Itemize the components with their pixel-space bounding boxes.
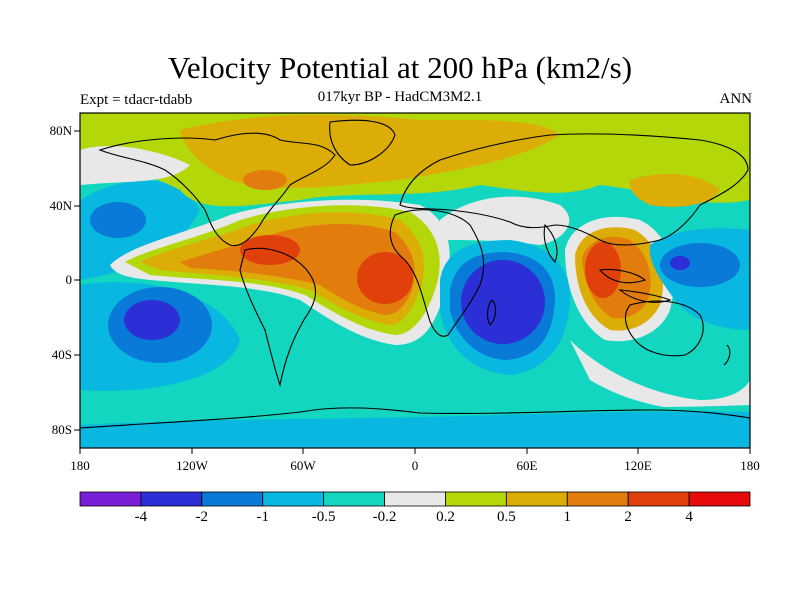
maritime-continent-outline	[598, 268, 672, 303]
colorbar-tick-label: 1	[563, 509, 572, 525]
colorbar-swatch	[262, 491, 325, 507]
north-america-outline	[98, 132, 336, 247]
contour-region	[180, 114, 560, 188]
contour-region	[570, 340, 750, 412]
contour-region	[80, 411, 750, 448]
contour-region	[80, 145, 190, 185]
colorbar-swatch	[323, 491, 385, 507]
colorbar-tick-label: -0.5	[311, 509, 336, 525]
lat-label: 40N	[49, 198, 72, 213]
contour-region	[124, 300, 180, 340]
colorbar-tick-label: 0.5	[496, 509, 516, 525]
colorbar-tick-label: 2	[624, 509, 632, 525]
colorbar-tick-label: 0.2	[436, 509, 455, 525]
contour-field	[80, 113, 750, 448]
colorbar-swatch	[627, 491, 690, 507]
australia-outline	[624, 300, 704, 357]
map-subtitle: 017kyr BP - HadCM3M2.1	[317, 89, 483, 105]
lon-label: 60E	[516, 458, 538, 473]
colorbar-tick-label: -0.2	[372, 509, 397, 525]
colorbar-tick-label: -1	[256, 509, 269, 525]
new-zealand-outline	[723, 344, 731, 366]
lat-label: 80N	[49, 123, 72, 138]
colorbar-swatch	[201, 491, 264, 507]
greenland-outline	[329, 119, 396, 166]
map-title: Velocity Potential at 200 hPa (km2/s)	[167, 50, 633, 85]
colorbar-tick-label: 4	[685, 509, 693, 525]
contour-region	[670, 256, 690, 270]
coastlines	[80, 119, 750, 429]
lat-label: 80S	[51, 422, 72, 437]
lat-label: 40S	[51, 347, 72, 362]
eurasia-outline	[399, 133, 749, 246]
contour-region	[629, 174, 720, 207]
lon-label: 180	[70, 458, 90, 473]
antarctica-outline	[80, 407, 750, 429]
colorbar	[79, 491, 751, 507]
contour-region	[660, 243, 740, 287]
contour-region	[243, 170, 287, 190]
colorbar-swatch	[445, 491, 507, 507]
madagascar-outline	[487, 299, 497, 326]
colorbar-swatch	[566, 491, 629, 507]
lon-label: 0	[411, 458, 419, 473]
colorbar-tick-label: -2	[195, 509, 209, 525]
india-outline	[543, 223, 558, 263]
lon-label: 120E	[624, 458, 652, 473]
contour-region	[357, 252, 413, 304]
colorbar-swatch	[505, 491, 568, 507]
experiment-label: Expt = tdacr-tdabb	[80, 92, 193, 108]
lat-label: 0	[65, 272, 73, 287]
south-america-outline	[239, 247, 317, 388]
lon-label: 60W	[290, 458, 316, 473]
africa-outline	[389, 209, 485, 337]
colorbar-swatch	[384, 491, 446, 507]
lon-label: 120W	[176, 458, 208, 473]
colorbar-swatch	[140, 491, 203, 507]
contour-region	[180, 224, 415, 315]
contour-region	[461, 260, 545, 344]
lon-label: 180	[740, 458, 760, 473]
colorbar-tick-label: -4	[134, 509, 148, 525]
colorbar-swatch	[688, 491, 751, 507]
contour-region	[90, 202, 146, 238]
lat-ticks	[74, 130, 80, 431]
lon-ticks	[79, 448, 751, 454]
season-label: ANN	[719, 91, 753, 107]
colorbar-swatch	[79, 491, 142, 507]
